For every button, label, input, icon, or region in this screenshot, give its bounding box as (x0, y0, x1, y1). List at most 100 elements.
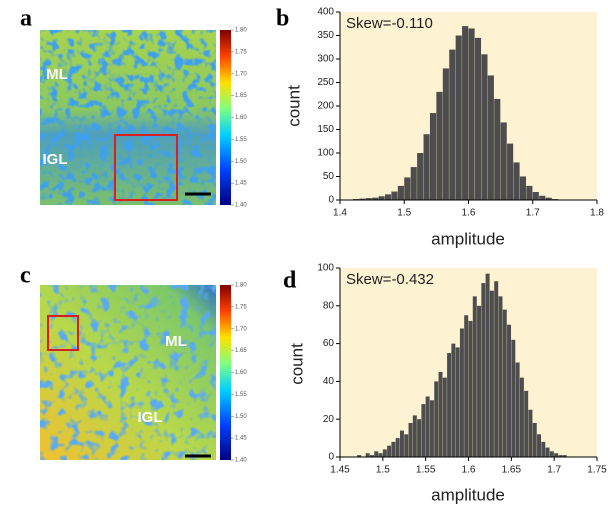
bar (459, 328, 464, 457)
colorbar-tick-label: 1.75 (235, 304, 247, 310)
colorbar-tick-label: 1.40 (235, 203, 247, 209)
x-axis-label: amplitude (431, 485, 505, 504)
bar (513, 162, 520, 200)
bar (408, 422, 413, 457)
bar (410, 167, 417, 200)
bar (397, 185, 404, 200)
bar (462, 26, 469, 200)
bar (528, 409, 533, 457)
bar (545, 447, 550, 457)
x-tick-label: 1.55 (416, 465, 436, 476)
bar (399, 430, 404, 457)
colorbar-tick-label: 1.80 (235, 28, 247, 34)
bar (502, 309, 507, 457)
bar (442, 377, 447, 457)
bar (429, 400, 434, 457)
colorbar-tick-label: 1.70 (235, 71, 247, 77)
bar (494, 281, 499, 457)
region-label: ML (165, 333, 187, 350)
bar (554, 453, 559, 457)
bar (447, 353, 452, 457)
micrograph-texture (40, 285, 216, 460)
y-tick-label: 50 (323, 171, 335, 182)
x-tick-label: 1.7 (526, 208, 540, 219)
x-axis-label: amplitude (431, 229, 505, 248)
bar (472, 296, 477, 457)
bar (474, 37, 482, 200)
bar (532, 422, 537, 457)
bar (524, 390, 529, 457)
y-tick-label: 80 (323, 300, 335, 311)
region-label: IGL (138, 409, 163, 426)
bar (485, 273, 490, 457)
bar (404, 434, 409, 457)
colorbar-tick-label: 1.50 (235, 414, 247, 420)
bar (562, 455, 567, 457)
panel-label: a (20, 6, 32, 32)
bar (481, 54, 488, 200)
bar (442, 68, 449, 201)
region-label: IGL (43, 151, 68, 168)
x-tick-label: 1.7 (547, 465, 561, 476)
bar (429, 113, 437, 200)
bar (449, 49, 456, 200)
bar (417, 419, 422, 457)
bar (464, 315, 469, 457)
bar (519, 176, 527, 200)
x-tick-label: 1.65 (502, 465, 522, 476)
bar (539, 195, 546, 200)
bar (549, 451, 554, 457)
bar (507, 324, 512, 457)
bar (455, 347, 460, 457)
colorbar-tick-label: 1.45 (235, 181, 247, 187)
panel-label: c (20, 263, 31, 289)
panel-label: b (276, 6, 289, 32)
region-label: ML (46, 66, 68, 83)
bar (391, 441, 396, 457)
y-tick-label: 40 (323, 376, 335, 387)
bar (489, 290, 494, 457)
bar (481, 283, 486, 457)
bar (425, 396, 430, 457)
bar (468, 320, 473, 457)
bar (423, 134, 430, 200)
colorbar-tick-label: 1.40 (235, 458, 247, 464)
colorbar-tick-label: 1.60 (235, 115, 247, 121)
bar (374, 451, 379, 457)
bar (455, 35, 462, 200)
colorbar (220, 285, 231, 460)
colorbar-tick-label: 1.65 (235, 348, 247, 354)
bar (357, 455, 362, 457)
bar (404, 177, 411, 200)
y-tick-label: 60 (323, 338, 335, 349)
bar (436, 91, 443, 200)
annotation: Skew=-0.432 (346, 271, 434, 288)
bar (519, 377, 524, 457)
bar (500, 122, 507, 200)
x-tick-label: 1.5 (376, 465, 390, 476)
y-tick-label: 150 (317, 124, 334, 135)
micrograph-texture (40, 30, 216, 205)
bar (372, 197, 379, 200)
bar (541, 441, 546, 457)
y-axis-label: count (287, 343, 306, 385)
colorbar-tick-label: 1.70 (235, 326, 247, 332)
x-tick-label: 1.45 (330, 465, 350, 476)
bar (468, 28, 475, 201)
y-tick-label: 100 (317, 148, 334, 159)
bar (494, 98, 501, 200)
roi-box (47, 315, 79, 351)
bar (421, 404, 426, 457)
bar (507, 143, 514, 200)
colorbar-tick-label: 1.60 (235, 370, 247, 376)
colorbar-tick-label: 1.50 (235, 159, 247, 165)
colorbar (220, 30, 231, 205)
bar (369, 455, 374, 457)
colorbar-tick-label: 1.55 (235, 392, 247, 398)
y-tick-label: 400 (317, 7, 334, 18)
bar (545, 197, 552, 200)
bar (515, 362, 520, 457)
bar (412, 415, 417, 457)
bar (487, 75, 494, 200)
